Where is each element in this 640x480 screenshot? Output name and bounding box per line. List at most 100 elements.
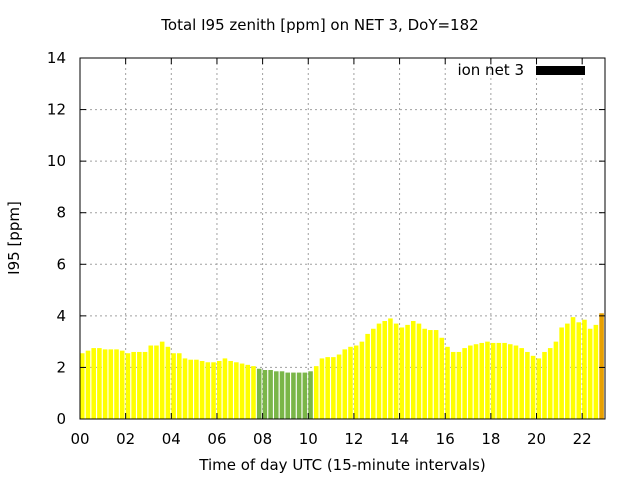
bar	[165, 346, 171, 419]
bar	[171, 353, 176, 419]
bar	[154, 345, 159, 419]
x-tick-label: 14	[390, 430, 409, 448]
bar	[85, 350, 91, 419]
bar	[359, 341, 365, 419]
y-ticks: 0 2 4 6 8 10 12 14	[47, 49, 605, 428]
bar	[137, 351, 142, 419]
bar	[507, 344, 513, 419]
bar	[473, 344, 479, 419]
bar	[536, 358, 542, 419]
bar	[125, 353, 131, 419]
x-tick-label: 06	[207, 430, 226, 448]
bar	[439, 337, 445, 419]
bar	[519, 348, 524, 419]
bars	[80, 313, 604, 419]
bar	[148, 345, 154, 419]
y-tick-label: 14	[47, 49, 66, 67]
x-tick-label: 08	[253, 430, 272, 448]
bar	[525, 351, 530, 419]
x-tick-label: 02	[116, 430, 135, 448]
bar	[177, 353, 182, 419]
bar	[422, 328, 427, 419]
bar	[388, 318, 393, 419]
bar	[245, 364, 251, 419]
x-tick-label: 10	[299, 430, 318, 448]
y-tick-label: 10	[47, 152, 66, 170]
bar	[416, 323, 422, 419]
bar	[319, 358, 325, 419]
bar	[342, 349, 348, 419]
bar	[291, 372, 296, 419]
plot-frame	[79, 57, 606, 420]
bar	[182, 358, 188, 419]
y-tick-label: 0	[56, 410, 66, 428]
y-tick-label: 6	[56, 255, 66, 273]
bar	[410, 321, 416, 419]
bar	[336, 354, 342, 419]
x-tick-label: 04	[162, 430, 181, 448]
bar	[485, 341, 490, 419]
y-tick-label: 12	[47, 101, 66, 119]
bar	[599, 313, 604, 419]
bar	[582, 319, 587, 419]
bar	[513, 345, 519, 419]
bar	[496, 342, 502, 419]
bar	[490, 342, 496, 419]
bar	[285, 372, 290, 419]
bar	[353, 345, 359, 419]
bar	[462, 348, 467, 419]
x-tick-label: 00	[70, 430, 89, 448]
bar	[239, 363, 245, 419]
bar	[479, 342, 485, 419]
bar	[313, 366, 319, 419]
bar	[119, 350, 125, 419]
bar	[576, 322, 582, 419]
bar	[565, 323, 570, 419]
x-ticks: 00 02 04 06 08 10 12 14 16 18 20 22	[70, 58, 592, 448]
bar	[80, 353, 85, 419]
y-tick-label: 2	[56, 358, 66, 376]
bar	[268, 370, 273, 419]
bar	[559, 327, 564, 419]
bar	[348, 346, 353, 419]
bar	[445, 346, 450, 419]
bar	[302, 372, 308, 419]
bar	[371, 328, 376, 419]
x-axis-label: Time of day UTC (15-minute intervals)	[199, 456, 486, 474]
bar	[325, 357, 330, 419]
bar	[251, 366, 256, 419]
bar	[199, 360, 205, 419]
x-tick-label: 22	[573, 430, 592, 448]
bar	[228, 360, 233, 419]
bar	[216, 360, 222, 419]
bar	[393, 323, 399, 419]
bar	[274, 371, 279, 419]
bar	[553, 341, 559, 419]
bar	[91, 348, 96, 419]
bar	[547, 348, 553, 419]
bar	[188, 359, 193, 419]
bar	[131, 351, 136, 419]
y-tick-label: 4	[56, 307, 66, 325]
bar	[222, 358, 228, 419]
bar	[502, 342, 507, 419]
bar	[102, 349, 108, 419]
bar	[296, 372, 302, 419]
legend-label: ion net 3	[457, 61, 524, 79]
bar	[587, 328, 593, 419]
bar	[331, 357, 336, 419]
bar	[405, 324, 410, 419]
bar	[450, 351, 456, 419]
bar	[279, 371, 285, 419]
x-tick-label: 20	[527, 430, 546, 448]
bar	[108, 349, 114, 419]
y-tick-label: 8	[56, 204, 66, 222]
bar	[570, 317, 576, 419]
bar	[456, 351, 462, 419]
bar	[262, 370, 268, 419]
bar	[211, 362, 216, 419]
bar	[542, 351, 547, 419]
bar	[365, 333, 370, 419]
bar	[376, 323, 382, 419]
